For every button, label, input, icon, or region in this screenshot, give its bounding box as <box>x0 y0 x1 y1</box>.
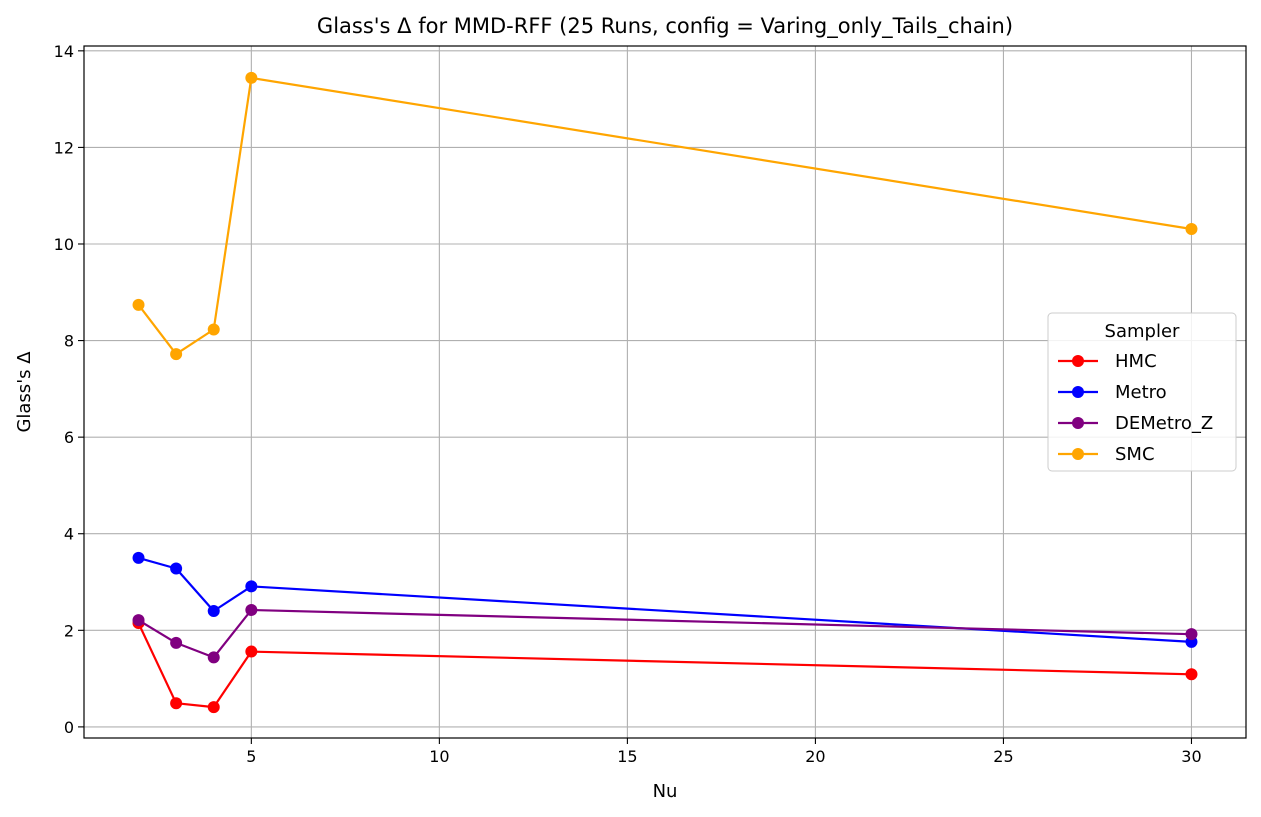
plot-frame <box>83 45 1247 739</box>
legend-label-hmc: HMC <box>1115 351 1157 372</box>
data-point-demetro-z <box>1185 628 1198 641</box>
x-tick-label: 25 <box>993 747 1013 766</box>
series-metro <box>132 551 1198 648</box>
data-point-demetro-z <box>170 636 183 649</box>
legend: Sampler HMC Metro DEMetro_Z SMC <box>1047 312 1237 472</box>
legend-box <box>1047 312 1237 472</box>
series-demetro-z <box>132 604 1198 664</box>
data-point-demetro-z <box>207 651 220 664</box>
legend-label-smc: SMC <box>1115 444 1155 465</box>
legend-title: Sampler <box>1105 321 1180 342</box>
data-point-metro <box>245 580 258 593</box>
x-tick-label: 5 <box>246 747 256 766</box>
data-point-smc <box>245 71 258 84</box>
y-tick-label: 10 <box>54 235 74 254</box>
y-tick-label: 2 <box>64 621 74 640</box>
data-point-hmc <box>207 701 220 714</box>
y-axis-label: Glass's Δ <box>14 351 35 433</box>
data-point-hmc <box>245 645 258 658</box>
data-point-demetro-z <box>132 614 145 627</box>
y-tick-label: 8 <box>64 332 74 351</box>
data-point-hmc <box>1185 668 1198 681</box>
legend-marker-demetro-z <box>1072 417 1084 429</box>
legend-label-demetro-z: DEMetro_Z <box>1115 413 1213 434</box>
y-tick-label: 14 <box>54 42 74 61</box>
x-tick-label: 20 <box>805 747 825 766</box>
legend-marker-metro <box>1072 386 1084 398</box>
y-tick-label: 12 <box>54 138 74 157</box>
series-smc <box>132 71 1198 361</box>
x-tick-label: 30 <box>1181 747 1201 766</box>
data-point-smc <box>207 323 220 336</box>
y-axis: 0 2 4 6 8 10 12 14 <box>54 42 84 737</box>
x-tick-label: 10 <box>429 747 449 766</box>
legend-marker-smc <box>1072 448 1084 460</box>
chart-title: Glass's Δ for MMD-RFF (25 Runs, config =… <box>317 14 1013 39</box>
x-axis-label: Nu <box>653 781 678 802</box>
data-point-metro <box>132 551 145 564</box>
data-point-metro <box>207 604 220 617</box>
x-axis: 5 10 15 20 25 30 <box>246 738 1202 766</box>
series-layer <box>132 71 1198 714</box>
y-tick-label: 6 <box>64 428 74 447</box>
y-tick-label: 4 <box>64 525 74 544</box>
x-tick-label: 15 <box>617 747 637 766</box>
legend-label-metro: Metro <box>1115 382 1167 403</box>
data-point-smc <box>170 348 183 361</box>
y-tick-label: 0 <box>64 718 74 737</box>
data-point-hmc <box>170 697 183 710</box>
data-point-metro <box>170 562 183 575</box>
legend-marker-hmc <box>1072 355 1084 367</box>
data-point-smc <box>1185 223 1198 236</box>
data-point-demetro-z <box>245 604 258 617</box>
data-point-smc <box>132 298 145 311</box>
